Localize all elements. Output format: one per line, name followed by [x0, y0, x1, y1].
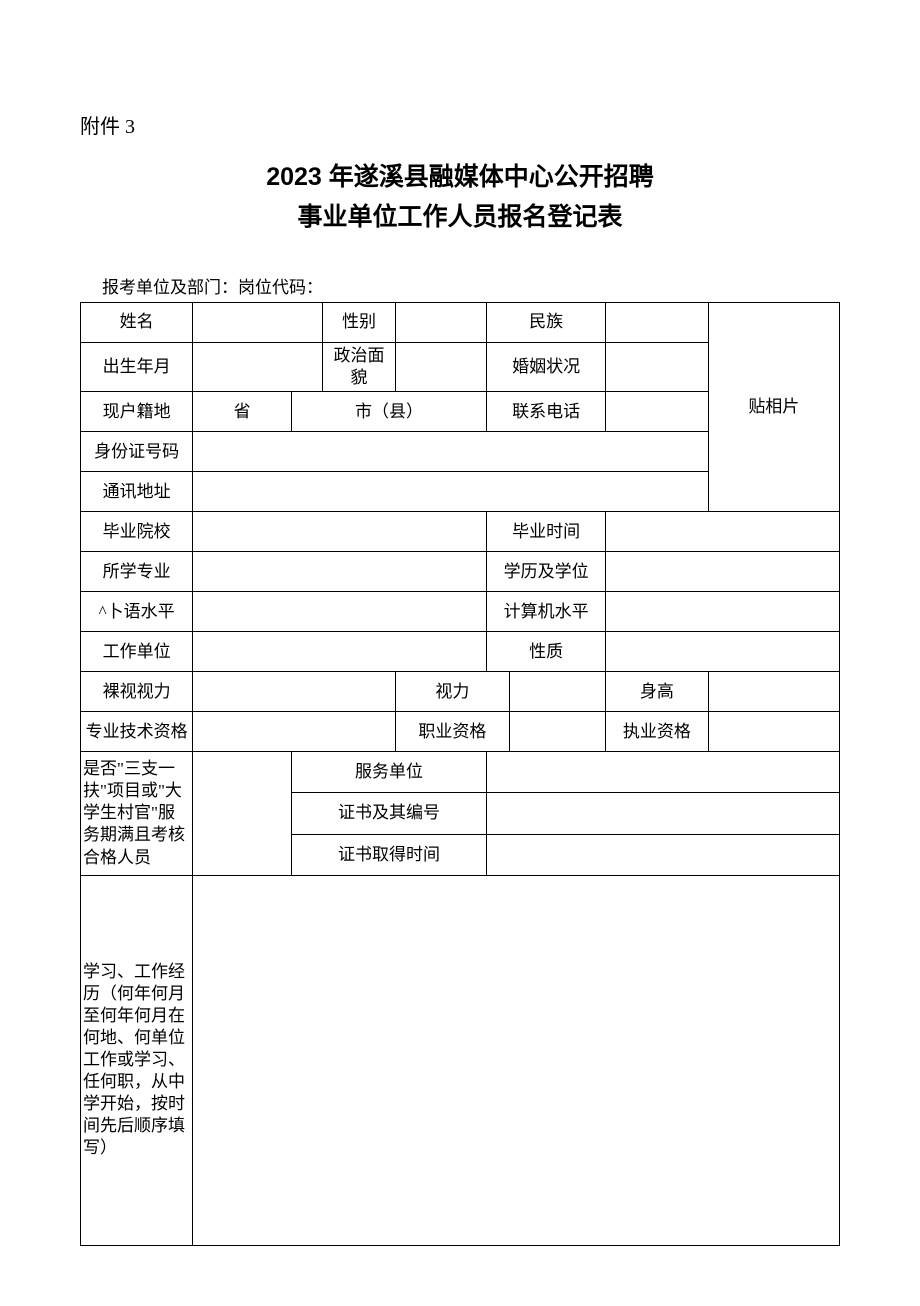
- table-row: 是否"三支一扶"项目或"大学生村官"服务期满且考核合格人员 服务单位: [81, 752, 840, 793]
- field-gradschool: [193, 512, 487, 552]
- label-language: ^卜语水平: [81, 592, 193, 632]
- field-degree: [606, 552, 840, 592]
- exam-unit-header: 报考单位及部门：岗位代码：: [80, 273, 840, 298]
- label-workunit: 工作单位: [81, 632, 193, 672]
- label-visionnaked: 裸视视力: [81, 672, 193, 712]
- label-experience: 学习、工作经历（何年何月至何年何月在何地、何单位工作或学习、任何职，从中学开始，…: [81, 875, 193, 1245]
- title-line-2: 事业单位工作人员报名登记表: [80, 197, 840, 237]
- field-pracqual: [708, 712, 839, 752]
- table-row: 裸视视力 视力 身高: [81, 672, 840, 712]
- attachment-label: 附件 3: [80, 110, 840, 139]
- field-nature: [606, 632, 840, 672]
- label-birth: 出生年月: [81, 343, 193, 392]
- field-language: [193, 592, 487, 632]
- label-address: 通讯地址: [81, 472, 193, 512]
- label-gradschool: 毕业院校: [81, 512, 193, 552]
- label-name: 姓名: [81, 303, 193, 343]
- field-workunit: [193, 632, 487, 672]
- label-proftech: 专业技术资格: [81, 712, 193, 752]
- field-birth: [193, 343, 323, 392]
- field-address: [193, 472, 708, 512]
- field-marital: [606, 343, 708, 392]
- label-sanzhi: 是否"三支一扶"项目或"大学生村官"服务期满且考核合格人员: [81, 752, 193, 875]
- label-pracqual: 执业资格: [606, 712, 708, 752]
- photo-area: 贴相片: [708, 303, 839, 512]
- field-experience: [193, 875, 840, 1245]
- label-serviceunit: 服务单位: [291, 752, 486, 793]
- field-height: [708, 672, 839, 712]
- field-gender: [395, 303, 486, 343]
- field-political: [395, 343, 486, 392]
- label-computer: 计算机水平: [487, 592, 606, 632]
- field-proftech: [193, 712, 396, 752]
- field-contact: [606, 392, 708, 432]
- table-row: 姓名 性别 民族 贴相片: [81, 303, 840, 343]
- label-vision: 视力: [395, 672, 509, 712]
- field-serviceunit: [487, 752, 840, 793]
- field-ethnicity: [606, 303, 708, 343]
- field-province: 省: [193, 392, 292, 432]
- field-certdate: [487, 834, 840, 875]
- label-contact: 联系电话: [487, 392, 606, 432]
- field-computer: [606, 592, 840, 632]
- label-major: 所学专业: [81, 552, 193, 592]
- label-certnum: 证书及其编号: [291, 793, 486, 834]
- table-row: 毕业院校 毕业时间: [81, 512, 840, 552]
- field-certnum: [487, 793, 840, 834]
- field-occqual: [509, 712, 605, 752]
- label-household: 现户籍地: [81, 392, 193, 432]
- label-graddate: 毕业时间: [487, 512, 606, 552]
- registration-form-table: 姓名 性别 民族 贴相片 出生年月 政治面貌 婚姻状况 现户籍地 省 市（县） …: [80, 302, 840, 1246]
- label-nature: 性质: [487, 632, 606, 672]
- field-city: 市（县）: [291, 392, 486, 432]
- field-name: [193, 303, 323, 343]
- label-height: 身高: [606, 672, 708, 712]
- field-vision: [509, 672, 605, 712]
- label-certdate: 证书取得时间: [291, 834, 486, 875]
- label-political: 政治面貌: [323, 343, 396, 392]
- field-visionnaked: [193, 672, 396, 712]
- label-marital: 婚姻状况: [487, 343, 606, 392]
- table-row: 所学专业 学历及学位: [81, 552, 840, 592]
- label-idnum: 身份证号码: [81, 432, 193, 472]
- table-row: 专业技术资格 职业资格 执业资格: [81, 712, 840, 752]
- field-major: [193, 552, 487, 592]
- field-idnum: [193, 432, 708, 472]
- label-gender: 性别: [323, 303, 396, 343]
- table-row: 学习、工作经历（何年何月至何年何月在何地、何单位工作或学习、任何职，从中学开始，…: [81, 875, 840, 1245]
- table-row: 工作单位 性质: [81, 632, 840, 672]
- label-degree: 学历及学位: [487, 552, 606, 592]
- field-sanzhi-yesno: [193, 752, 292, 875]
- table-row: ^卜语水平 计算机水平: [81, 592, 840, 632]
- label-occqual: 职业资格: [395, 712, 509, 752]
- title-line-1: 2023 年遂溪县融媒体中心公开招聘: [80, 157, 840, 197]
- field-graddate: [606, 512, 840, 552]
- label-ethnicity: 民族: [487, 303, 606, 343]
